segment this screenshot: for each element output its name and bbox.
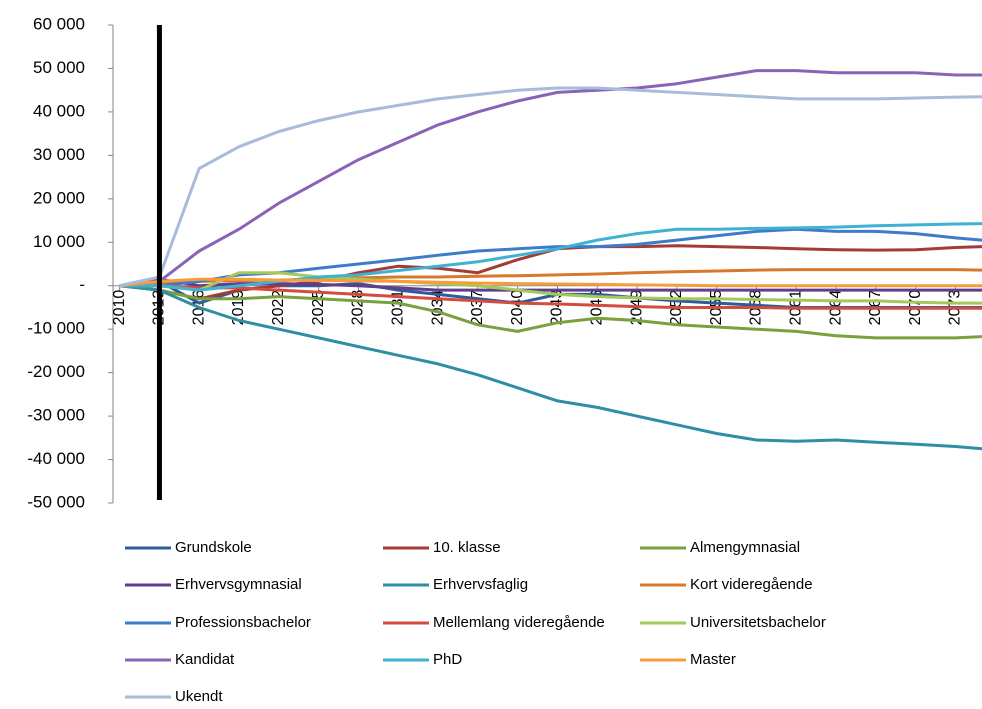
series-line [119, 271, 982, 305]
y-tick-label: -50 000 [27, 492, 85, 511]
legend-label: Kort videregående [690, 576, 813, 593]
x-tick-label: 2010 [111, 290, 128, 326]
legend-label: Professionsbachelor [175, 614, 311, 631]
legend-label: Kandidat [175, 651, 235, 668]
x-tick-label: 2022 [270, 290, 287, 326]
legend-label: 10. klasse [433, 539, 501, 556]
y-tick-label: -40 000 [27, 449, 85, 468]
series-line [119, 222, 982, 292]
series-line [119, 69, 982, 288]
x-tick-label: 2031 [389, 290, 406, 326]
y-tick-label: - [79, 275, 85, 294]
y-tick-label: -10 000 [27, 319, 85, 338]
legend-label: Ukendt [175, 688, 223, 704]
y-tick-label: 30 000 [33, 145, 85, 164]
x-tick-label: 2025 [310, 290, 327, 326]
series-line [119, 284, 982, 451]
y-tick-label: 20 000 [33, 188, 85, 207]
x-tick-label: 2028 [350, 290, 367, 326]
series-line [119, 227, 982, 288]
y-tick-label: 50 000 [33, 58, 85, 77]
series-line [119, 86, 982, 288]
series-line [119, 277, 982, 288]
x-tick-label: 2043 [549, 290, 566, 326]
series-line [119, 284, 982, 340]
y-tick-label: -20 000 [27, 362, 85, 381]
legend-label: Erhvervsfaglig [433, 576, 528, 593]
y-tick-label: 40 000 [33, 101, 85, 120]
x-tick-label: 2040 [509, 290, 526, 326]
legend-label: Grundskole [175, 539, 252, 556]
x-tick-label: 2037 [469, 290, 486, 326]
legend-label: Erhvervsgymnasial [175, 576, 302, 593]
y-tick-label: 60 000 [33, 14, 85, 33]
legend-label: PhD [433, 651, 462, 668]
legend-label: Almengymnasial [690, 539, 800, 556]
x-tick-label: 2046 [588, 290, 605, 326]
y-tick-label: -30 000 [27, 406, 85, 425]
legend-label: Mellemlang videregående [433, 614, 605, 631]
legend-label: Universitetsbachelor [690, 614, 826, 631]
series-line [119, 284, 982, 310]
y-tick-label: 10 000 [33, 232, 85, 251]
legend-label: Master [690, 651, 736, 668]
